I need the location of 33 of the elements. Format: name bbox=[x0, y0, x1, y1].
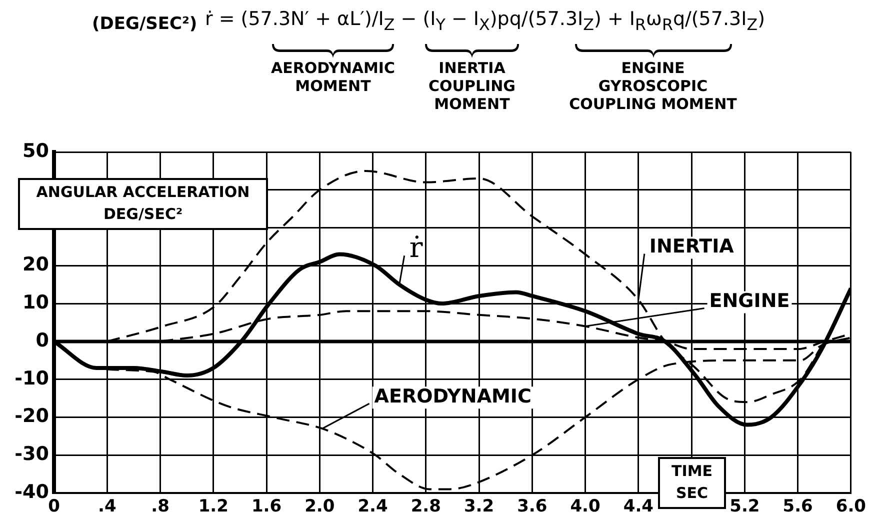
x-tick-label: .8 bbox=[151, 496, 170, 517]
y-tick-label: -10 bbox=[14, 367, 49, 390]
x-tick-label: 5.6 bbox=[782, 496, 813, 517]
x-axis-title: TIME SEC bbox=[658, 457, 726, 509]
y-tick-label: 0 bbox=[36, 329, 49, 352]
x-tick-label: 5.2 bbox=[730, 496, 760, 517]
x-tick-label: 2.4 bbox=[358, 496, 388, 517]
x-tick-label: .4 bbox=[98, 496, 116, 517]
x-tick-label: 2.8 bbox=[410, 496, 441, 517]
x-tick-label: 3.2 bbox=[464, 496, 494, 517]
y-tick-label: 50 bbox=[22, 140, 49, 162]
y-tick-label: -30 bbox=[14, 443, 49, 466]
y-tick-label: -20 bbox=[14, 405, 49, 428]
chart-title: ṙ = (57.3N′ + αL′)/I$_{Z}$ − (I$_{Y}$ − I$_{X}$)pq/(57.3I$_{Z}$) + I$_{R}$ω$_{R}$q/(57.3I$_{Z}$) bbox=[205, 8, 765, 34]
x-tick-label: 3.6 bbox=[517, 496, 548, 517]
series-label: ENGINE bbox=[709, 290, 790, 312]
y-axis-title: ANGULAR ACCELERATION DEG/SEC² bbox=[18, 178, 268, 230]
text: INERTIA COUPLING MOMENT bbox=[428, 59, 516, 113]
y-tick-label: 20 bbox=[22, 254, 49, 276]
x-tick-label: 1.2 bbox=[198, 496, 228, 517]
x-tick-label: 2.0 bbox=[304, 496, 335, 517]
x-tick-label: 6.0 bbox=[836, 496, 866, 517]
y-tick-label: 10 bbox=[22, 291, 49, 314]
x-tick-label: 4.4 bbox=[623, 496, 654, 517]
text: ENGINE GYROSCOPIC COUPLING MOMENT bbox=[568, 59, 738, 113]
x-tick-label: 1.6 bbox=[251, 496, 282, 517]
y-tick-label: -40 bbox=[14, 480, 49, 503]
chart-subtitle: (DEG/SEC²) bbox=[92, 14, 198, 34]
series-label: INERTIA bbox=[649, 236, 734, 258]
x-tick-label: 4.0 bbox=[570, 496, 601, 517]
text: AERODYNAMIC bbox=[374, 386, 532, 408]
series-label: ṙ bbox=[409, 230, 424, 264]
text: AERODYNAMIC MOMENT bbox=[270, 59, 396, 95]
